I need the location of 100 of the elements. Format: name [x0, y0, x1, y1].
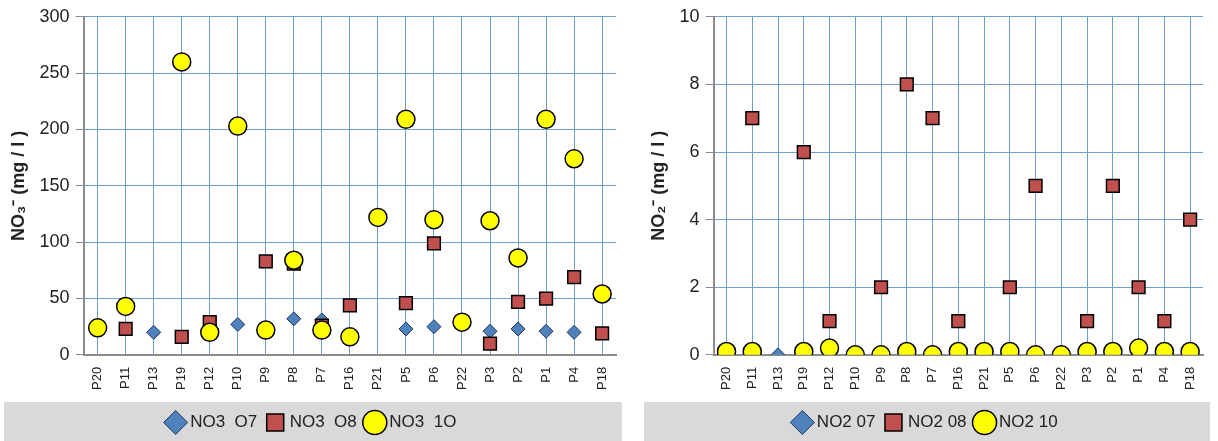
point [228, 116, 248, 136]
x-tick-label: P16 [341, 366, 357, 391]
legend-label: NO3 1O [389, 412, 457, 432]
point [1128, 338, 1149, 355]
point [538, 323, 554, 339]
x-tick-label: P8 [898, 366, 914, 383]
point [566, 324, 582, 340]
x-tick-label: P4 [1155, 366, 1171, 383]
x-tick-label: P8 [285, 366, 301, 383]
point [925, 111, 940, 126]
legend-label: NO2 08 [907, 412, 967, 432]
point [595, 326, 610, 341]
y-tick-label: 300 [39, 5, 70, 26]
point [426, 319, 442, 335]
y-tick-label: 50 [49, 287, 70, 308]
legend-label: NO3 O7 [190, 412, 258, 432]
point [312, 320, 332, 340]
point [482, 336, 498, 351]
y-axis-title: NO₂⁻ (mg / l ) [647, 130, 668, 241]
point [398, 295, 414, 311]
x-tick-label: P7 [924, 366, 940, 383]
y-tick-label: 100 [39, 231, 70, 252]
point [1028, 178, 1043, 193]
x-tick-label: P9 [257, 366, 273, 383]
x-tick-label: P13 [145, 366, 161, 391]
x-tick-label: P12 [821, 366, 837, 391]
point [592, 284, 612, 304]
y-tick-label: 250 [39, 62, 70, 83]
x-tick-label: P18 [593, 366, 609, 391]
point [174, 329, 189, 344]
y-tick-label: 6 [689, 141, 700, 161]
legend-label: NO2 07 [816, 412, 876, 432]
x-tick-label: P5 [397, 366, 413, 383]
x-tick-label: P19 [173, 366, 189, 391]
point [340, 327, 360, 347]
x-tick-label: P9 [872, 366, 888, 383]
y-axis-title: NO₃⁻ (mg / l ) [7, 130, 28, 241]
x-tick-label: P2 [509, 366, 525, 383]
point [536, 109, 556, 130]
x-tick-label: P19 [795, 366, 811, 391]
y-tick-label: 0 [689, 343, 700, 364]
point [258, 254, 273, 269]
point [510, 294, 526, 310]
point [480, 211, 500, 231]
x-tick-label: P3 [1078, 366, 1094, 383]
point [424, 209, 444, 230]
x-tick-label: P3 [481, 366, 497, 383]
x-tick-label: P13 [769, 366, 785, 391]
x-tick-label: P7 [313, 366, 329, 383]
x-tick-label: P22 [453, 366, 469, 391]
x-tick-label: P11 [743, 366, 759, 390]
point [796, 144, 811, 160]
x-tick-label: P4 [565, 366, 581, 383]
point [396, 109, 416, 130]
point [286, 311, 302, 327]
x-tick-label: P1 [1130, 366, 1146, 383]
point [256, 320, 276, 340]
point [115, 296, 136, 317]
x-tick-label: P10 [229, 366, 245, 391]
y-tick-label: 200 [39, 118, 70, 139]
point [284, 250, 304, 270]
x-tick-label: P6 [1027, 366, 1043, 383]
point [118, 321, 133, 337]
x-tick-label: P1 [537, 366, 553, 383]
point [146, 324, 162, 340]
point [564, 149, 584, 169]
x-tick-label: P5 [1001, 366, 1017, 383]
x-tick-label: P2 [1104, 366, 1120, 383]
point [745, 111, 760, 126]
point [230, 316, 246, 332]
point [452, 312, 472, 332]
point [426, 236, 442, 251]
y-tick-label: 4 [689, 208, 700, 229]
point [1105, 178, 1120, 193]
y-tick-label: 8 [689, 73, 700, 94]
point [899, 77, 914, 92]
x-tick-label: P20 [718, 366, 734, 391]
legend-label: NO3 O8 [289, 412, 357, 432]
y-tick-label: 150 [39, 174, 70, 195]
y-tick-label: 10 [679, 5, 700, 26]
y-tick-label: 0 [59, 343, 70, 364]
legend-label: NO2 10 [999, 412, 1058, 432]
x-tick-label: P20 [89, 366, 105, 391]
point [538, 291, 554, 306]
x-tick-label: P10 [846, 366, 862, 391]
point [368, 207, 388, 228]
point [510, 321, 526, 337]
y-tick-label: 2 [689, 276, 700, 297]
point [398, 321, 414, 337]
x-tick-label: P16 [949, 366, 965, 391]
point [566, 270, 582, 285]
x-tick-label: P11 [117, 366, 133, 390]
x-tick-label: P21 [975, 366, 991, 391]
point [342, 298, 357, 313]
x-tick-label: P21 [369, 366, 385, 391]
point [200, 322, 220, 343]
x-tick-label: P18 [1181, 366, 1197, 391]
point [87, 318, 108, 338]
point [508, 248, 528, 268]
point [819, 338, 840, 355]
